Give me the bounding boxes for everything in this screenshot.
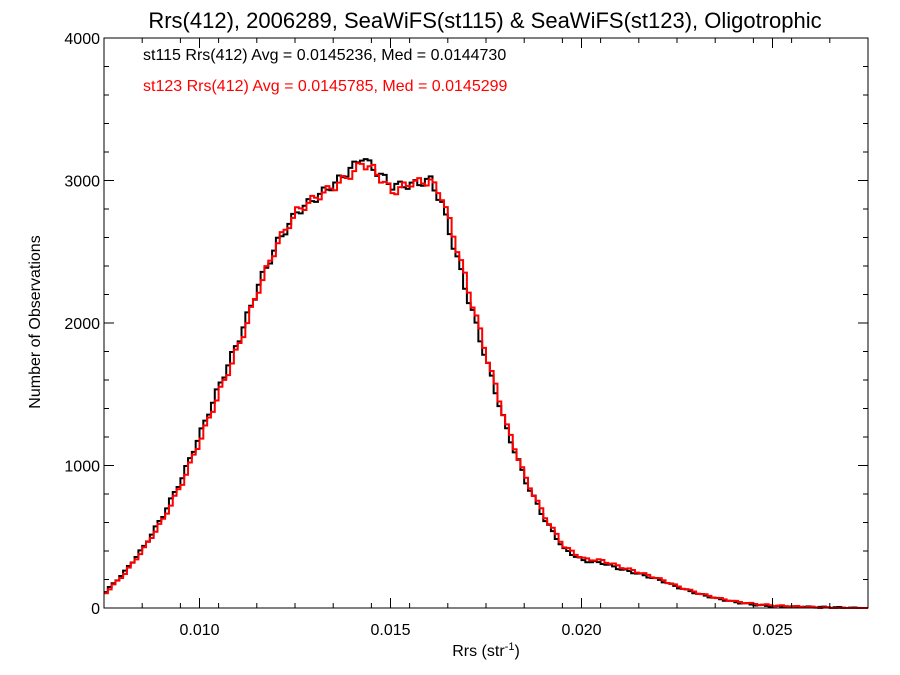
x-axis-label: Rrs (str-1) — [452, 641, 520, 660]
series-lines — [104, 158, 868, 609]
legend-entry-st123: st123 Rrs(412) Avg = 0.0145785, Med = 0.… — [143, 78, 508, 95]
chart-title: Rrs(412), 2006289, SeaWiFS(st115) & SeaW… — [148, 8, 821, 33]
y-tick-label: 2000 — [64, 316, 100, 333]
x-axis-ticks: 0.010 0.015 0.020 0.025 — [103, 38, 869, 639]
y-axis-label: Number of Observations — [27, 235, 44, 408]
y-axis-ticks: 0 1000 2000 3000 4000 — [64, 31, 868, 618]
x-axis-label-tail: ) — [514, 643, 519, 660]
plot-frame — [103, 37, 869, 609]
x-axis-label-main: Rrs (str — [452, 643, 505, 660]
x-tick-label: 0.010 — [179, 622, 219, 639]
x-tick-label: 0.020 — [561, 622, 601, 639]
y-tick-label: 1000 — [64, 459, 100, 476]
series-line-st115 — [104, 158, 868, 609]
series-line-st123 — [104, 162, 868, 609]
y-tick-label: 4000 — [64, 31, 100, 48]
legend-entry-st115: st115 Rrs(412) Avg = 0.0145236, Med = 0.… — [143, 47, 506, 64]
x-tick-label: 0.025 — [752, 622, 792, 639]
x-axis-label-sup: -1 — [505, 641, 515, 653]
y-tick-label: 3000 — [64, 174, 100, 191]
x-tick-label: 0.015 — [370, 622, 410, 639]
y-tick-label: 0 — [91, 601, 100, 618]
